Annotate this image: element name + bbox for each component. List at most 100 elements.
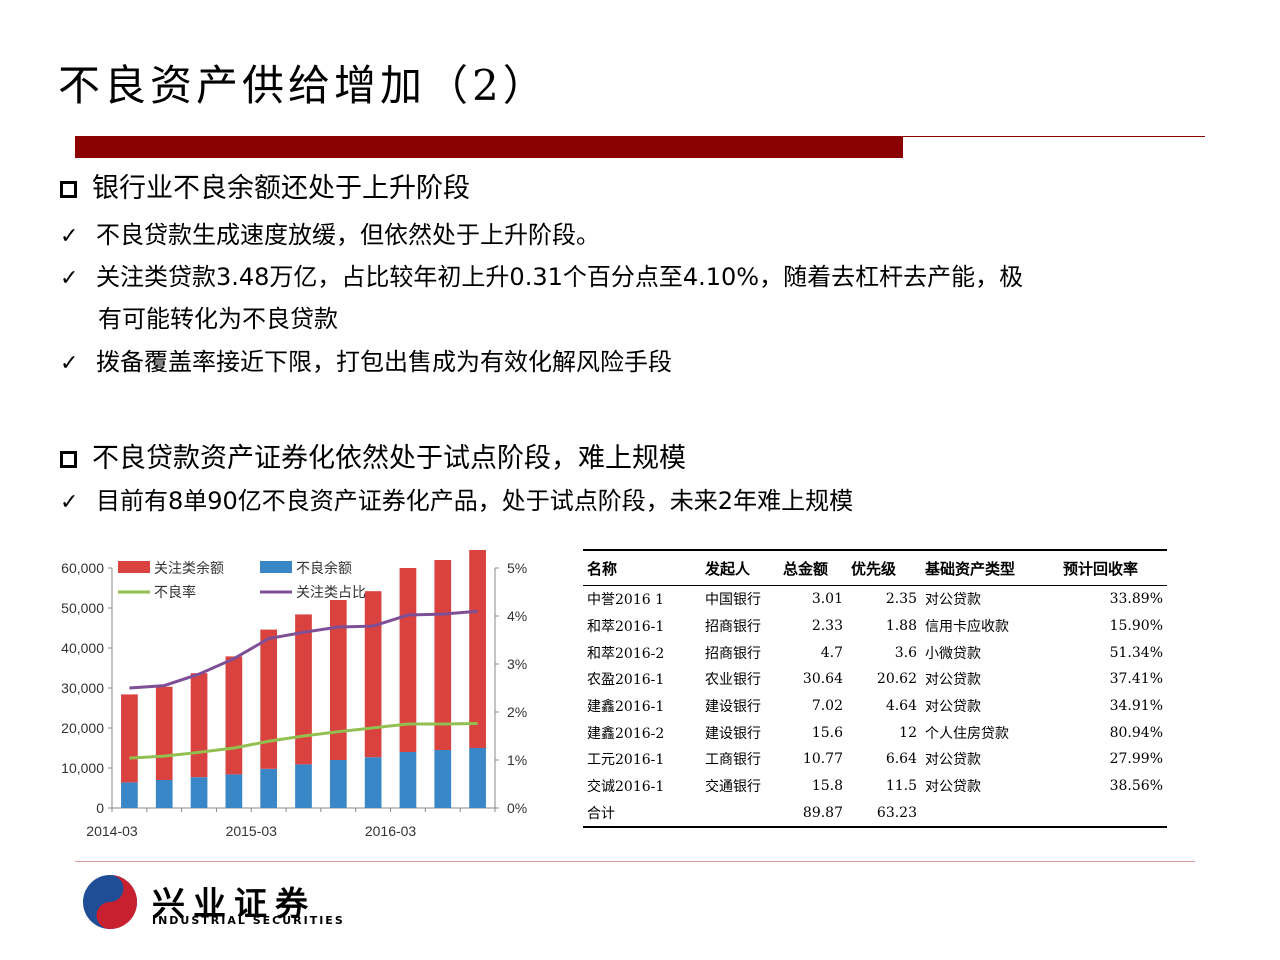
check-icon: ✓ bbox=[60, 351, 79, 376]
table-row: 交诚2016-1 交通银行 15.8 11.5 对公贷款 38.56% bbox=[583, 773, 1167, 800]
footer-divider bbox=[75, 861, 1195, 862]
column-header: 优先级 bbox=[847, 549, 921, 586]
table-cell: 和萃2016-2 bbox=[587, 645, 665, 662]
column-header: 发起人 bbox=[701, 549, 779, 586]
table-row: 工元2016-1 工商银行 10.77 6.64 对公贷款 27.99% bbox=[583, 746, 1167, 773]
y-left-tick-label: 50,000 bbox=[61, 600, 104, 616]
column-header: 名称 bbox=[583, 549, 701, 586]
legend-label: 不良余额 bbox=[296, 560, 352, 576]
table-cell: 20.62 bbox=[876, 671, 917, 688]
y-left-tick-label: 10,000 bbox=[61, 760, 104, 776]
bullet-point-continuation: 有可能转化为不良贷款 bbox=[98, 305, 338, 333]
loan-chart: 0 10,000 20,000 30,000 40,000 50,000 60,000 0% 1… bbox=[61, 550, 527, 839]
table-cell: 对公贷款 bbox=[925, 752, 981, 769]
table-cell: 11.5 bbox=[885, 778, 917, 795]
table-cell: 交通银行 bbox=[705, 779, 761, 796]
bar-special-mention bbox=[225, 656, 243, 775]
table-cell: 工元2016-1 bbox=[587, 752, 665, 769]
table-cell: 12 bbox=[899, 724, 917, 741]
table-cell: 建鑫2016-1 bbox=[587, 699, 665, 716]
bar-special-mention bbox=[364, 591, 382, 758]
column-header: 预计回收率 bbox=[1059, 549, 1167, 586]
table-total-row: 合计 89.87 63.23 bbox=[583, 799, 1167, 829]
table-cell: 4.7 bbox=[820, 644, 843, 661]
table-cell: 小微贷款 bbox=[925, 645, 981, 662]
bar-non-performing bbox=[225, 774, 243, 808]
table-cell: 信用卡应收款 bbox=[925, 619, 1009, 636]
bar-non-performing bbox=[295, 764, 312, 808]
table-cell: 2.33 bbox=[811, 618, 843, 635]
table-cell: 38.56% bbox=[1109, 778, 1163, 795]
table-cell: 招商银行 bbox=[705, 619, 761, 636]
table-cell: 37.41% bbox=[1109, 671, 1163, 688]
legend-swatch bbox=[260, 561, 292, 573]
check-icon: ✓ bbox=[60, 266, 79, 291]
square-bullet-icon bbox=[60, 181, 77, 198]
bar-special-mention bbox=[434, 560, 452, 750]
table-cell: 80.94% bbox=[1109, 724, 1163, 741]
y-right-tick-label: 0% bbox=[507, 800, 527, 816]
bar-special-mention bbox=[260, 629, 278, 769]
bar-non-performing bbox=[434, 750, 452, 808]
table-cell: 3.01 bbox=[811, 591, 843, 608]
x-tick-label: 2014-03 bbox=[86, 823, 138, 839]
table-cell: 6.64 bbox=[885, 751, 917, 768]
bar-special-mention bbox=[329, 600, 347, 760]
bullet-point: ✓ 不良贷款生成速度放缓，但依然处于上升阶段。 bbox=[60, 221, 600, 249]
table-cell: 89.87 bbox=[779, 799, 847, 829]
column-header: 总金额 bbox=[779, 549, 847, 586]
x-tick-label: 2016-03 bbox=[365, 823, 417, 839]
x-tick-label: 2015-03 bbox=[226, 823, 278, 839]
bar-non-performing bbox=[399, 752, 417, 808]
bullet-point: ✓ 关注类贷款3.48万亿，占比较年初上升0.31个百分点至4.10%，随着去杠杆… bbox=[60, 263, 1024, 291]
table-cell: 51.34% bbox=[1109, 644, 1163, 661]
table-cell: 63.23 bbox=[847, 799, 921, 829]
table-cell: 交诚2016-1 bbox=[587, 779, 665, 796]
bullet-point: ✓ 拨备覆盖率接近下限，打包出售成为有效化解风险手段 bbox=[60, 348, 672, 376]
table-cell: 2.35 bbox=[885, 591, 917, 608]
table-cell: 15.6 bbox=[811, 724, 843, 741]
table-cell: 27.99% bbox=[1109, 751, 1163, 768]
bar-non-performing bbox=[155, 780, 173, 808]
logo-text-cn: 兴业证券 bbox=[152, 884, 316, 923]
bar-non-performing bbox=[364, 757, 382, 808]
check-icon: ✓ bbox=[60, 224, 79, 249]
y-left-tick-label: 60,000 bbox=[61, 560, 104, 576]
table-cell: 招商银行 bbox=[705, 645, 761, 662]
table-cell: 15.8 bbox=[811, 778, 843, 795]
table-cell: 合计 bbox=[583, 799, 701, 829]
column-header: 基础资产类型 bbox=[921, 549, 1059, 586]
legend-label: 关注类余额 bbox=[154, 560, 224, 576]
table-cell: 30.64 bbox=[802, 671, 843, 688]
table-cell: 中国银行 bbox=[705, 592, 761, 609]
table-cell: 33.89% bbox=[1109, 591, 1163, 608]
table-cell: 农业银行 bbox=[705, 672, 761, 689]
table-cell: 中誉2016 1 bbox=[587, 592, 664, 609]
abs-products-table: 名称 发起人 总金额 优先级 基础资产类型 预计回收率 中誉2016 1 中国银行… bbox=[583, 549, 1167, 829]
y-left-tick-label: 20,000 bbox=[61, 720, 104, 736]
table-cell: 建设银行 bbox=[705, 699, 761, 716]
table-cell: 对公贷款 bbox=[925, 699, 981, 716]
table-cell: 对公贷款 bbox=[925, 592, 981, 609]
table-cell: 1.88 bbox=[885, 618, 917, 635]
section-heading: 银行业不良余额还处于上升阶段 bbox=[60, 166, 470, 205]
title-accent-bar bbox=[75, 136, 903, 158]
table-cell: 和萃2016-1 bbox=[587, 619, 665, 636]
logo-text-en: INDUSTRIAL SECURITIES bbox=[152, 914, 345, 927]
table-cell: 7.02 bbox=[811, 698, 843, 715]
series-line bbox=[129, 609, 478, 690]
table-cell: 个人住房贷款 bbox=[925, 725, 1009, 742]
bar-non-performing bbox=[121, 782, 138, 808]
y-left-tick-label: 30,000 bbox=[61, 680, 104, 696]
square-bullet-icon bbox=[60, 451, 77, 468]
y-right-tick-label: 2% bbox=[507, 704, 527, 720]
bar-non-performing bbox=[329, 760, 347, 808]
y-right-tick-label: 1% bbox=[507, 752, 527, 768]
table-row: 建鑫2016-2 建设银行 15.6 12 个人住房贷款 80.94% bbox=[583, 719, 1167, 746]
bar-special-mention bbox=[190, 673, 208, 778]
series-line bbox=[129, 722, 478, 760]
bar-non-performing bbox=[260, 768, 278, 808]
table-cell: 3.6 bbox=[894, 644, 917, 661]
bar-special-mention bbox=[121, 694, 138, 783]
table-row: 中誉2016 1 中国银行 3.01 2.35 对公贷款 33.89% bbox=[583, 586, 1167, 613]
